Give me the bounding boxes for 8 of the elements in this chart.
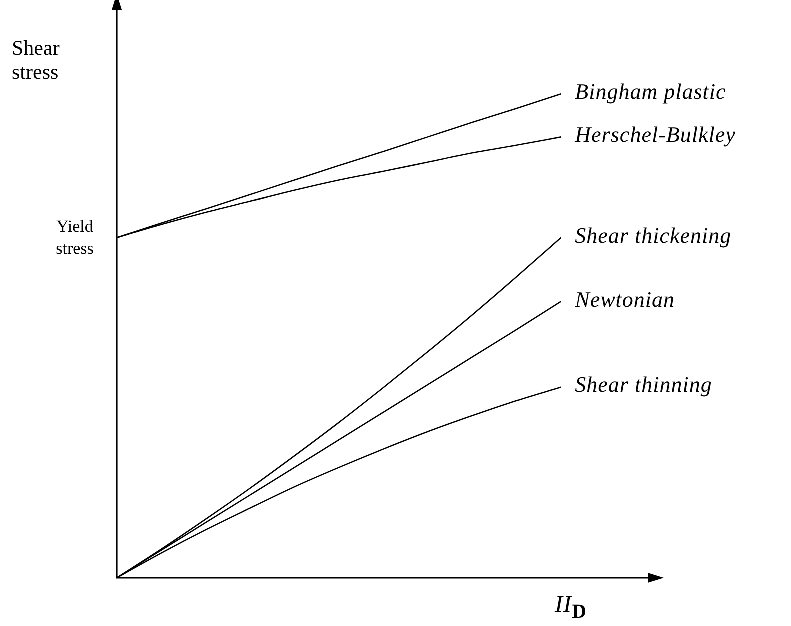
series-label: Newtonian <box>575 286 675 313</box>
series-label: Bingham plastic <box>575 79 726 106</box>
series-label: Shear thinning <box>575 372 712 398</box>
series-label: Shear thickening <box>575 222 732 249</box>
text: Yield stress <box>55 216 95 260</box>
y-axis-title: Shear stress <box>12 36 61 84</box>
series-label: Herschel-Bulkley <box>575 122 736 148</box>
x-axis-title: II$_{D}$ <box>555 592 587 624</box>
